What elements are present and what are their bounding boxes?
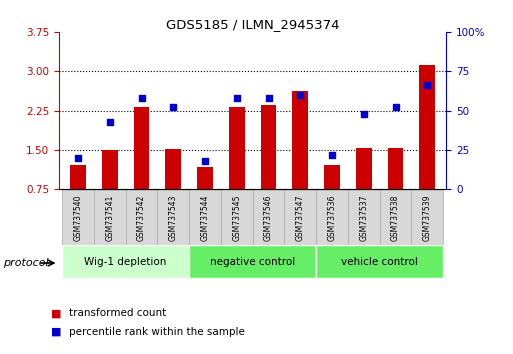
FancyBboxPatch shape [126, 190, 157, 246]
FancyBboxPatch shape [380, 190, 411, 246]
Bar [102, 150, 117, 189]
Text: GSM737540: GSM737540 [73, 195, 83, 241]
Point [137, 95, 146, 101]
Text: GSM737545: GSM737545 [232, 195, 241, 241]
FancyBboxPatch shape [316, 245, 443, 278]
Point [423, 82, 431, 88]
Bar [324, 165, 340, 189]
FancyBboxPatch shape [157, 190, 189, 246]
Point [296, 92, 304, 98]
FancyBboxPatch shape [316, 190, 348, 246]
Text: negative control: negative control [210, 257, 295, 267]
Text: vehicle control: vehicle control [341, 257, 418, 267]
Text: transformed count: transformed count [69, 308, 167, 318]
Point [328, 152, 336, 158]
Point [391, 105, 400, 110]
Bar [419, 65, 435, 189]
FancyBboxPatch shape [62, 190, 94, 246]
FancyBboxPatch shape [221, 190, 253, 246]
Point [106, 119, 114, 125]
Bar [292, 91, 308, 189]
Point [169, 105, 177, 110]
FancyBboxPatch shape [348, 190, 380, 246]
Bar [197, 167, 213, 189]
Text: protocol: protocol [3, 258, 48, 268]
Text: GSM737537: GSM737537 [359, 195, 368, 241]
Point [74, 155, 82, 161]
FancyBboxPatch shape [253, 190, 284, 246]
Text: GSM737546: GSM737546 [264, 195, 273, 241]
Point [233, 95, 241, 101]
Text: ■: ■ [51, 327, 62, 337]
Text: GSM737539: GSM737539 [423, 195, 432, 241]
FancyBboxPatch shape [189, 190, 221, 246]
Point [264, 95, 272, 101]
FancyBboxPatch shape [62, 245, 189, 278]
Text: GSM737541: GSM737541 [105, 195, 114, 241]
Bar [165, 149, 181, 189]
Point [360, 111, 368, 116]
FancyBboxPatch shape [411, 190, 443, 246]
Text: Wig-1 depletion: Wig-1 depletion [85, 257, 167, 267]
Text: GSM737536: GSM737536 [327, 195, 337, 241]
Text: GSM737547: GSM737547 [296, 195, 305, 241]
Text: GSM737542: GSM737542 [137, 195, 146, 241]
FancyBboxPatch shape [284, 190, 316, 246]
Text: GSM737544: GSM737544 [201, 195, 209, 241]
Text: percentile rank within the sample: percentile rank within the sample [69, 327, 245, 337]
Point [201, 158, 209, 164]
Text: GSM737543: GSM737543 [169, 195, 178, 241]
Bar [229, 107, 245, 189]
Bar [388, 148, 403, 189]
Text: ■: ■ [51, 308, 62, 318]
Title: GDS5185 / ILMN_2945374: GDS5185 / ILMN_2945374 [166, 18, 340, 31]
FancyBboxPatch shape [94, 190, 126, 246]
Text: GSM737538: GSM737538 [391, 195, 400, 241]
FancyBboxPatch shape [189, 245, 316, 278]
Bar [133, 107, 149, 189]
Bar [70, 165, 86, 189]
Bar [356, 148, 372, 189]
Bar [261, 105, 277, 189]
